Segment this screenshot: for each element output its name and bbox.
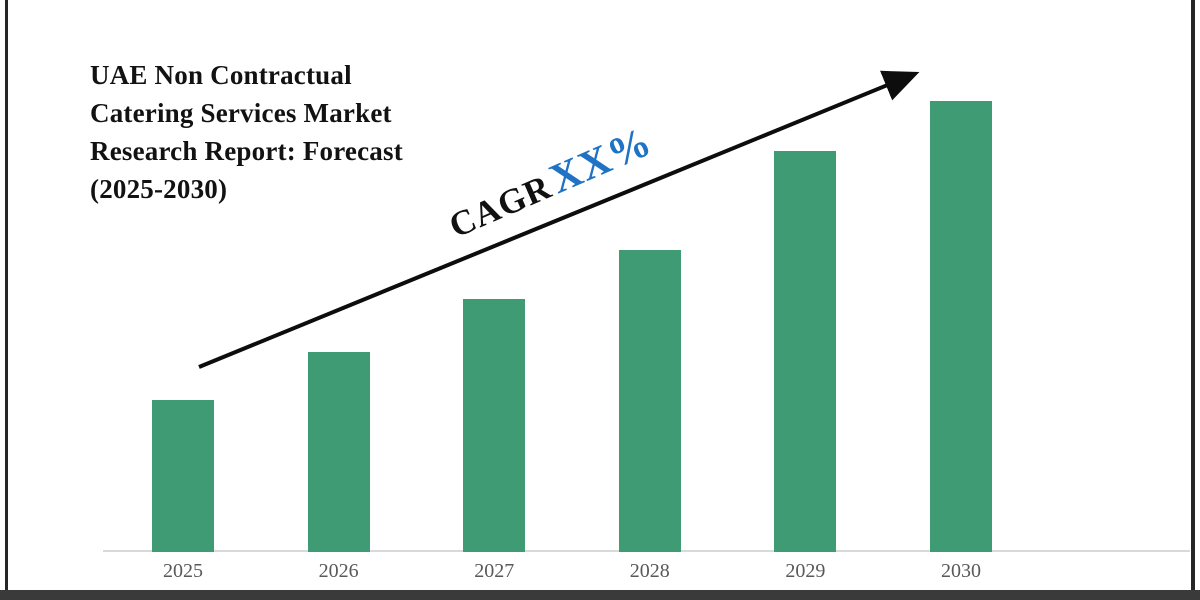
x-tick-label-2028: 2028 bbox=[629, 560, 670, 582]
x-tick-label-2030: 2030 bbox=[941, 560, 981, 582]
bar-2029 bbox=[774, 151, 837, 552]
x-tick-label-2029: 2029 bbox=[785, 560, 826, 582]
bar-2027 bbox=[463, 299, 526, 552]
bar-2028 bbox=[618, 250, 681, 552]
slide-border-left bbox=[5, 0, 8, 592]
slide-border-right bbox=[1191, 0, 1195, 592]
bar-2026 bbox=[307, 352, 370, 552]
bar-2025 bbox=[152, 400, 214, 552]
bar-2030 bbox=[930, 101, 992, 552]
x-tick-label-2026: 2026 bbox=[318, 560, 359, 582]
x-tick-label-2025: 2025 bbox=[163, 560, 203, 582]
slide-border-bottom bbox=[0, 590, 1200, 600]
x-tick-label-2027: 2027 bbox=[474, 560, 515, 582]
